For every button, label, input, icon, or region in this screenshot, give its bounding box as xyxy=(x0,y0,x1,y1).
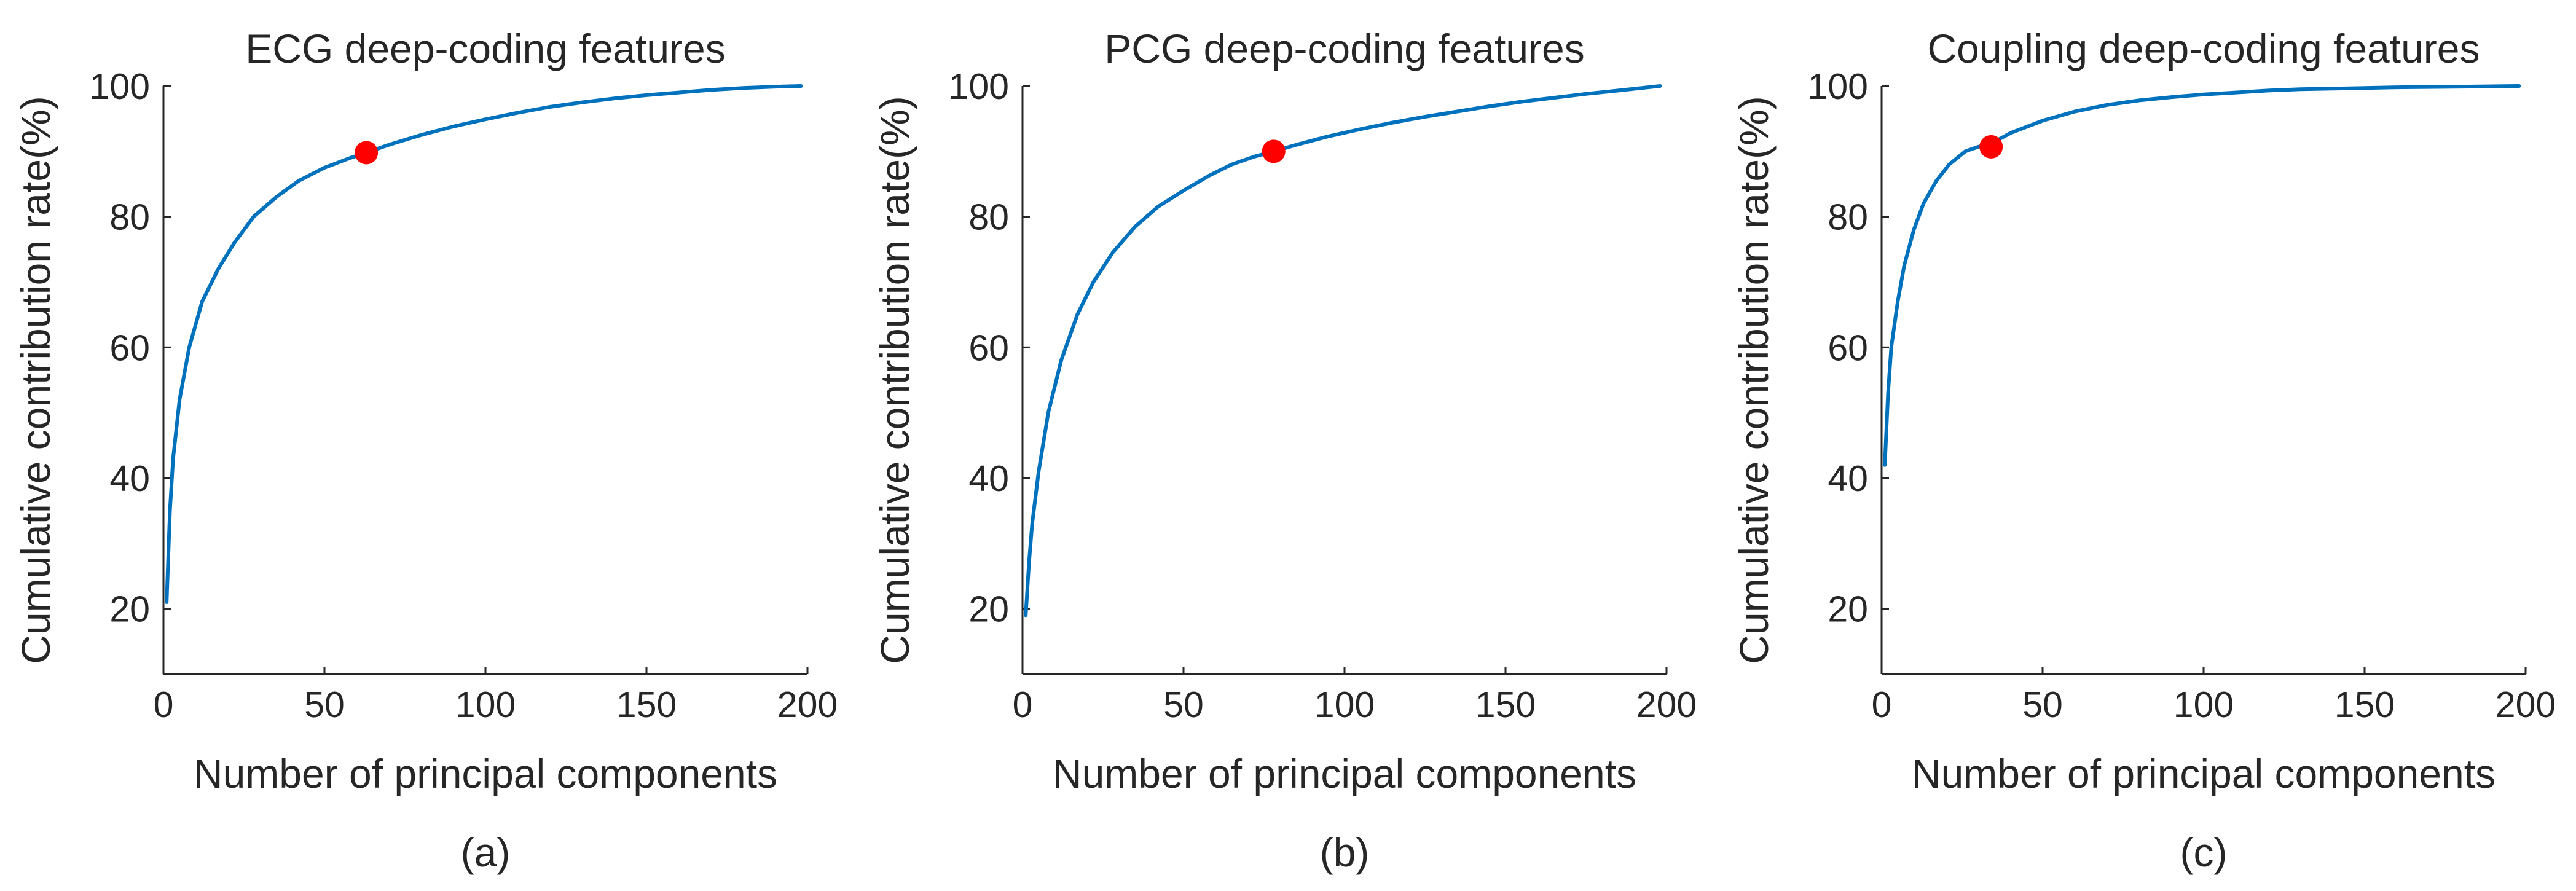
x-axis-label: Number of principal components xyxy=(1912,751,2496,796)
x-tick-label: 150 xyxy=(616,685,677,725)
cumulative-contribution-line xyxy=(165,84,803,604)
y-tick-label: 80 xyxy=(1828,197,1868,238)
chart-title: ECG deep-coding features xyxy=(245,26,725,71)
y-tick-label: 100 xyxy=(949,66,1009,107)
x-axis-label: Number of principal components xyxy=(194,751,777,796)
panel-coupling: 0 50 100 150 200 20 40 60 80 100 Coupling deep-cod… xyxy=(1731,26,2556,875)
highlight-point-marker xyxy=(1979,135,2003,159)
y-axis-label: Cumulative contribution rate(%) xyxy=(1731,96,1777,664)
x-tick-label: 150 xyxy=(2334,685,2395,725)
x-axis-label: Number of principal components xyxy=(1053,751,1636,796)
y-tick-label: 60 xyxy=(968,328,1009,368)
panel-pcg: 0 50 100 150 200 20 40 60 80 100 PCG deep-coding f… xyxy=(872,26,1697,875)
x-tick-label: 50 xyxy=(2022,685,2063,725)
chart-title: Coupling deep-coding features xyxy=(1928,26,2480,71)
highlight-point-marker xyxy=(355,141,379,165)
x-tick-label: 0 xyxy=(1872,685,1892,725)
x-tick-label: 150 xyxy=(1475,685,1536,725)
y-tick-label: 20 xyxy=(109,589,150,630)
y-tick-label: 80 xyxy=(109,197,150,238)
y-tick-label: 100 xyxy=(1808,66,1868,107)
x-tick-label: 0 xyxy=(154,685,174,725)
y-tick-label: 40 xyxy=(968,458,1009,499)
y-tick-label: 60 xyxy=(109,328,150,368)
x-tick-label: 100 xyxy=(1314,685,1375,725)
cumulative-contribution-line xyxy=(1883,84,2521,467)
x-tick-label: 50 xyxy=(304,685,345,725)
cumulative-contribution-line xyxy=(1024,84,1662,618)
y-tick-label: 40 xyxy=(109,458,150,499)
x-tick-label: 200 xyxy=(777,685,838,725)
panel-ecg: 0 50 100 150 200 20 40 60 80 100 ECG deep-coding f… xyxy=(13,26,838,875)
x-tick-label: 200 xyxy=(1636,685,1697,725)
highlight-point-marker xyxy=(1262,139,1286,163)
y-tick-label: 60 xyxy=(1828,328,1868,368)
x-tick-label: 50 xyxy=(1163,685,1204,725)
x-tick-label: 100 xyxy=(455,685,516,725)
panel-caption: (b) xyxy=(1320,830,1370,875)
y-tick-label: 20 xyxy=(1828,589,1868,630)
y-tick-label: 100 xyxy=(90,66,150,107)
panel-caption: (c) xyxy=(2180,830,2228,875)
y-tick-label: 80 xyxy=(968,197,1009,238)
panel-caption: (a) xyxy=(461,830,511,875)
x-tick-label: 0 xyxy=(1013,685,1033,725)
y-tick-label: 20 xyxy=(968,589,1009,630)
y-axis-label: Cumulative contribution rate(%) xyxy=(872,96,917,664)
y-axis-label: Cumulative contribution rate(%) xyxy=(13,96,58,664)
chart-title: PCG deep-coding features xyxy=(1104,26,1584,71)
x-tick-label: 100 xyxy=(2174,685,2234,725)
y-tick-label: 40 xyxy=(1828,458,1868,499)
x-tick-label: 200 xyxy=(2496,685,2556,725)
